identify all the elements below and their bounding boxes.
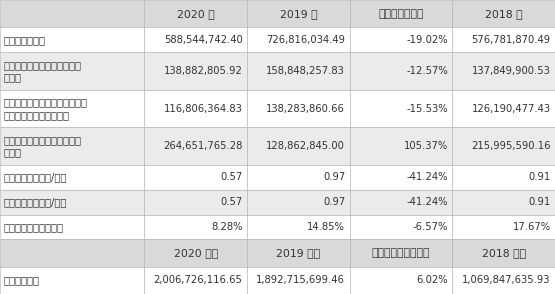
Bar — [350, 0, 452, 27]
Bar — [452, 215, 555, 239]
Text: 215,995,590.16: 215,995,590.16 — [471, 141, 551, 151]
Bar — [247, 215, 350, 239]
Bar — [144, 239, 247, 267]
Text: 588,544,742.40: 588,544,742.40 — [164, 35, 243, 45]
Bar — [452, 165, 555, 190]
Text: 本年比上年增减: 本年比上年增减 — [379, 9, 423, 19]
Text: 经营活动产生的现金流量净额
（元）: 经营活动产生的现金流量净额 （元） — [3, 135, 82, 158]
Bar — [350, 215, 452, 239]
Text: 158,848,257.83: 158,848,257.83 — [266, 66, 345, 76]
Text: 2020 年: 2020 年 — [176, 9, 215, 19]
Bar — [452, 27, 555, 52]
Bar — [144, 165, 247, 190]
Bar — [0, 128, 144, 165]
Bar — [350, 52, 452, 90]
Bar — [247, 0, 350, 27]
Text: 1,069,847,635.93: 1,069,847,635.93 — [462, 275, 551, 285]
Bar — [452, 0, 555, 27]
Text: 14.85%: 14.85% — [307, 222, 345, 232]
Text: -19.02%: -19.02% — [406, 35, 448, 45]
Bar — [0, 27, 144, 52]
Bar — [452, 52, 555, 90]
Text: 总资产（元）: 总资产（元） — [3, 275, 39, 285]
Text: 17.67%: 17.67% — [512, 222, 551, 232]
Bar — [247, 190, 350, 215]
Bar — [452, 90, 555, 128]
Bar — [350, 90, 452, 128]
Bar — [350, 128, 452, 165]
Text: -41.24%: -41.24% — [406, 197, 448, 207]
Bar — [452, 128, 555, 165]
Text: 0.97: 0.97 — [323, 173, 345, 183]
Bar — [247, 165, 350, 190]
Bar — [247, 128, 350, 165]
Text: 0.57: 0.57 — [220, 197, 243, 207]
Text: 0.91: 0.91 — [528, 197, 551, 207]
Text: 138,283,860.66: 138,283,860.66 — [266, 103, 345, 113]
Text: 2018 年: 2018 年 — [485, 9, 522, 19]
Text: 0.57: 0.57 — [220, 173, 243, 183]
Bar — [144, 27, 247, 52]
Text: 2019 年末: 2019 年末 — [276, 248, 320, 258]
Bar — [0, 90, 144, 128]
Text: 264,651,765.28: 264,651,765.28 — [163, 141, 243, 151]
Text: 0.91: 0.91 — [528, 173, 551, 183]
Bar — [350, 27, 452, 52]
Bar — [0, 239, 144, 267]
Bar — [0, 215, 144, 239]
Bar — [0, 165, 144, 190]
Bar — [0, 52, 144, 90]
Text: 116,806,364.83: 116,806,364.83 — [164, 103, 243, 113]
Text: 576,781,870.49: 576,781,870.49 — [471, 35, 551, 45]
Text: 基本每股收益（元/股）: 基本每股收益（元/股） — [3, 173, 67, 183]
Text: 137,849,900.53: 137,849,900.53 — [472, 66, 551, 76]
Bar — [247, 267, 350, 294]
Text: 2020 年末: 2020 年末 — [174, 248, 218, 258]
Bar — [144, 128, 247, 165]
Text: 1,892,715,699.46: 1,892,715,699.46 — [256, 275, 345, 285]
Text: 2019 年: 2019 年 — [280, 9, 317, 19]
Bar — [247, 239, 350, 267]
Text: 归属于上市公司股东的扣除非经
常性损益的净利润（元）: 归属于上市公司股东的扣除非经 常性损益的净利润（元） — [3, 97, 87, 120]
Text: 2018 年末: 2018 年末 — [482, 248, 526, 258]
Bar — [144, 52, 247, 90]
Text: -15.53%: -15.53% — [406, 103, 448, 113]
Bar — [350, 165, 452, 190]
Text: 128,862,845.00: 128,862,845.00 — [266, 141, 345, 151]
Bar — [144, 190, 247, 215]
Bar — [144, 267, 247, 294]
Bar — [144, 90, 247, 128]
Bar — [350, 190, 452, 215]
Bar — [452, 190, 555, 215]
Bar — [0, 267, 144, 294]
Text: 138,882,805.92: 138,882,805.92 — [164, 66, 243, 76]
Text: 稀释每股收益（元/股）: 稀释每股收益（元/股） — [3, 197, 67, 207]
Bar — [144, 215, 247, 239]
Text: 105.37%: 105.37% — [403, 141, 448, 151]
Text: -12.57%: -12.57% — [406, 66, 448, 76]
Text: 726,816,034.49: 726,816,034.49 — [266, 35, 345, 45]
Bar — [247, 52, 350, 90]
Text: -6.57%: -6.57% — [412, 222, 448, 232]
Bar — [247, 90, 350, 128]
Text: 6.02%: 6.02% — [416, 275, 448, 285]
Text: -41.24%: -41.24% — [406, 173, 448, 183]
Bar — [0, 0, 144, 27]
Text: 营业收入（元）: 营业收入（元） — [3, 35, 46, 45]
Text: 2,006,726,116.65: 2,006,726,116.65 — [154, 275, 243, 285]
Bar — [452, 239, 555, 267]
Text: 8.28%: 8.28% — [211, 222, 243, 232]
Text: 本年末比上年末增减: 本年末比上年末增减 — [372, 248, 430, 258]
Bar — [0, 190, 144, 215]
Text: 126,190,477.43: 126,190,477.43 — [471, 103, 551, 113]
Text: 加权平均净资产收益率: 加权平均净资产收益率 — [3, 222, 63, 232]
Bar — [247, 27, 350, 52]
Bar — [350, 267, 452, 294]
Text: 0.97: 0.97 — [323, 197, 345, 207]
Bar — [350, 239, 452, 267]
Text: 归属于上市公司股东的净利润
（元）: 归属于上市公司股东的净利润 （元） — [3, 60, 82, 82]
Bar — [452, 267, 555, 294]
Bar — [144, 0, 247, 27]
